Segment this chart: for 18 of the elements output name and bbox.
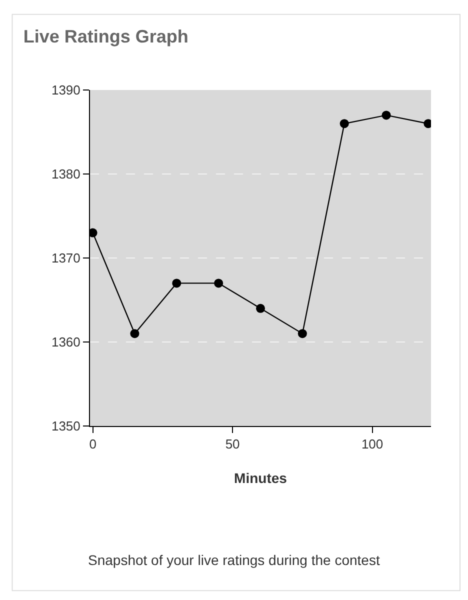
y-tick-label: 1390 [51,82,80,98]
text: Snapshot of your live ratings during the contest [88,552,380,568]
y-tick-label: 1380 [51,166,80,182]
point [256,304,265,313]
point [172,278,182,288]
y-tick-label: 1370 [51,250,80,266]
x-axis-title: Minutes [234,470,288,486]
point [382,110,391,120]
point [214,278,224,288]
x-tick-label: 100 [361,436,384,452]
point [340,119,349,128]
chart-title: Live Ratings Graph [23,26,188,46]
x-tick-label: 0 [89,436,96,452]
point [298,329,307,338]
point [130,329,140,338]
y-tick-label: 1360 [51,334,80,350]
y-tick-label: 1350 [51,418,80,434]
x-tick-label: 50 [225,436,240,452]
